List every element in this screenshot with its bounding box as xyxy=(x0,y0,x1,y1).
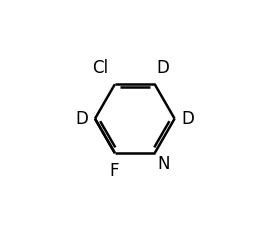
Text: D: D xyxy=(181,110,194,128)
Text: N: N xyxy=(158,155,170,172)
Text: F: F xyxy=(109,162,119,180)
Text: D: D xyxy=(75,110,88,128)
Text: D: D xyxy=(157,59,170,77)
Text: Cl: Cl xyxy=(92,59,109,77)
